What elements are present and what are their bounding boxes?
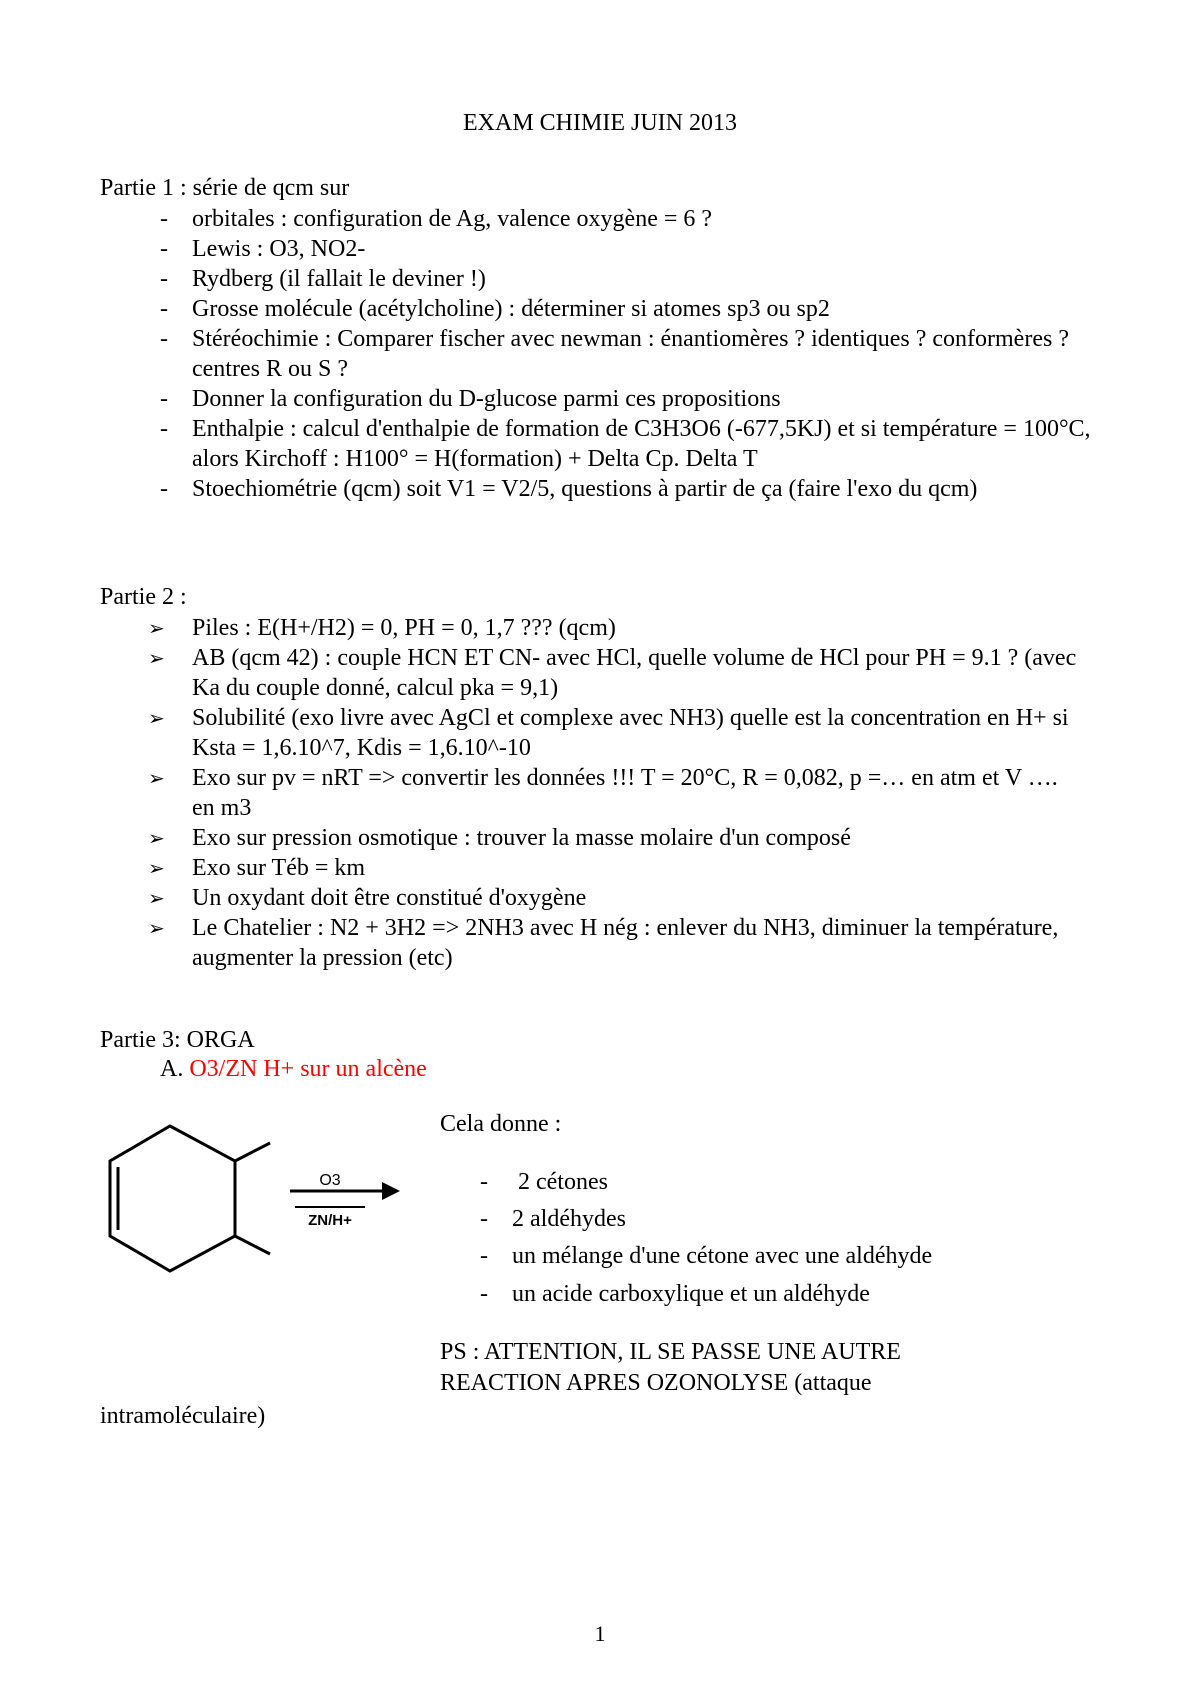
- list-item: 2 cétones: [440, 1164, 1100, 1201]
- list-item: Stéréochimie : Comparer fischer avec new…: [100, 324, 1100, 384]
- list-item: orbitales : configuration de Ag, valence…: [100, 204, 1100, 234]
- list-item-text: Stéréochimie : Comparer fischer avec new…: [192, 326, 1069, 352]
- list-item-text: AB (qcm 42) : couple HCN ET CN- avec HCl…: [192, 645, 1076, 671]
- ps-line2: REACTION APRES OZONOLYSE (attaque: [440, 1370, 872, 1396]
- partie1-heading: Partie 1 : série de qcm sur: [100, 175, 1100, 202]
- list-item-text: Donner la configuration du D-glucose par…: [192, 386, 781, 412]
- orga-text-column: Cela donne : 2 cétones 2 aldéhydes un mé…: [420, 1111, 1100, 1399]
- list-item-text: Exo sur pression osmotique : trouver la …: [192, 825, 851, 851]
- list-item-text: Rydberg (il fallait le deviner !): [192, 266, 486, 292]
- list-item: Solubilité (exo livre avec AgCl et compl…: [100, 703, 1100, 763]
- list-item-text: Exo sur Téb = km: [192, 855, 365, 881]
- list-item-text: Exo sur pv = nRT => convertir les donnée…: [192, 765, 1058, 791]
- svg-text:ZN/H+: ZN/H+: [308, 1212, 352, 1229]
- list-item-text: Piles : E(H+/H2) = 0, PH = 0, 1,7 ??? (q…: [192, 615, 616, 641]
- list-item: un acide carboxylique et un aldéhyde: [440, 1276, 1100, 1313]
- document-title: EXAM CHIMIE JUIN 2013: [100, 110, 1100, 137]
- partie1-list: orbitales : configuration de Ag, valence…: [100, 204, 1100, 504]
- list-item: Enthalpie : calcul d'enthalpie de format…: [100, 414, 1100, 474]
- ps-note: PS : ATTENTION, IL SE PASSE UNE AUTRE RE…: [440, 1337, 1100, 1399]
- list-item: Grosse molécule (acétylcholine) : déterm…: [100, 294, 1100, 324]
- orga-row: O3 ZN/H+ Cela donne : 2 cétones 2 aldéhy…: [100, 1111, 1100, 1399]
- list-item: Donner la configuration du D-glucose par…: [100, 384, 1100, 414]
- sub-letter: A.: [160, 1056, 183, 1082]
- cela-donne: Cela donne :: [440, 1111, 1100, 1138]
- list-item-text: Lewis : O3, NO2-: [192, 236, 365, 262]
- list-item-text: Enthalpie : calcul d'enthalpie de format…: [192, 416, 1091, 442]
- page: EXAM CHIMIE JUIN 2013 Partie 1 : série d…: [0, 0, 1200, 1697]
- list-item-cont: augmenter la pression (etc): [192, 943, 1100, 973]
- list-item-text: un acide carboxylique et un aldéhyde: [512, 1281, 870, 1307]
- list-item: Lewis : O3, NO2-: [100, 234, 1100, 264]
- intra-text: intramoléculaire): [100, 1403, 1100, 1430]
- list-item: Stoechiométrie (qcm) soit V1 = V2/5, que…: [100, 474, 1100, 504]
- list-item-cont: en m3: [192, 793, 1100, 823]
- ps-line1: PS : ATTENTION, IL SE PASSE UNE AUTRE: [440, 1339, 901, 1365]
- list-item-cont: alors Kirchoff : H100° = H(formation) + …: [192, 444, 1100, 474]
- list-item: Piles : E(H+/H2) = 0, PH = 0, 1,7 ??? (q…: [100, 613, 1100, 643]
- list-item: Exo sur pression osmotique : trouver la …: [100, 823, 1100, 853]
- list-item-text: 2 cétones: [512, 1169, 608, 1195]
- list-item-text: Un oxydant doit être constitué d'oxygène: [192, 885, 586, 911]
- partie3-heading: Partie 3: ORGA: [100, 1027, 1100, 1054]
- list-item-text: Le Chatelier : N2 + 3H2 => 2NH3 avec H n…: [192, 915, 1058, 941]
- list-item-text: 2 aldéhydes: [512, 1206, 626, 1232]
- list-item-text: un mélange d'une cétone avec une aldéhyd…: [512, 1243, 932, 1269]
- list-item-text: Grosse molécule (acétylcholine) : déterm…: [192, 296, 830, 322]
- partie2-list: Piles : E(H+/H2) = 0, PH = 0, 1,7 ??? (q…: [100, 613, 1100, 973]
- svg-text:O3: O3: [319, 1172, 340, 1189]
- list-item-cont: Ksta = 1,6.10^7, Kdis = 1,6.10^-10: [192, 733, 1100, 763]
- list-item: Un oxydant doit être constitué d'oxygène: [100, 883, 1100, 913]
- reaction-diagram: O3 ZN/H+: [100, 1111, 420, 1296]
- list-item-text: orbitales : configuration de Ag, valence…: [192, 206, 712, 232]
- list-item-cont: centres R ou S ?: [192, 354, 1100, 384]
- list-item: un mélange d'une cétone avec une aldéhyd…: [440, 1238, 1100, 1275]
- partie3-subheading: A. O3/ZN H+ sur un alcène: [100, 1056, 1100, 1083]
- sub-red-text: O3/ZN H+ sur un alcène: [189, 1056, 426, 1082]
- page-number: 1: [0, 1621, 1200, 1647]
- partie2-heading: Partie 2 :: [100, 584, 1100, 611]
- list-item-text: Stoechiométrie (qcm) soit V1 = V2/5, que…: [192, 476, 977, 502]
- list-item: 2 aldéhydes: [440, 1201, 1100, 1238]
- list-item-text: Solubilité (exo livre avec AgCl et compl…: [192, 705, 1069, 731]
- answers-list: 2 cétones 2 aldéhydes un mélange d'une c…: [440, 1164, 1100, 1313]
- list-item: Rydberg (il fallait le deviner !): [100, 264, 1100, 294]
- list-item-cont: Ka du couple donné, calcul pka = 9,1): [192, 673, 1100, 703]
- list-item: Exo sur pv = nRT => convertir les donnée…: [100, 763, 1100, 823]
- list-item: AB (qcm 42) : couple HCN ET CN- avec HCl…: [100, 643, 1100, 703]
- list-item: Exo sur Téb = km: [100, 853, 1100, 883]
- list-item: Le Chatelier : N2 + 3H2 => 2NH3 avec H n…: [100, 913, 1100, 973]
